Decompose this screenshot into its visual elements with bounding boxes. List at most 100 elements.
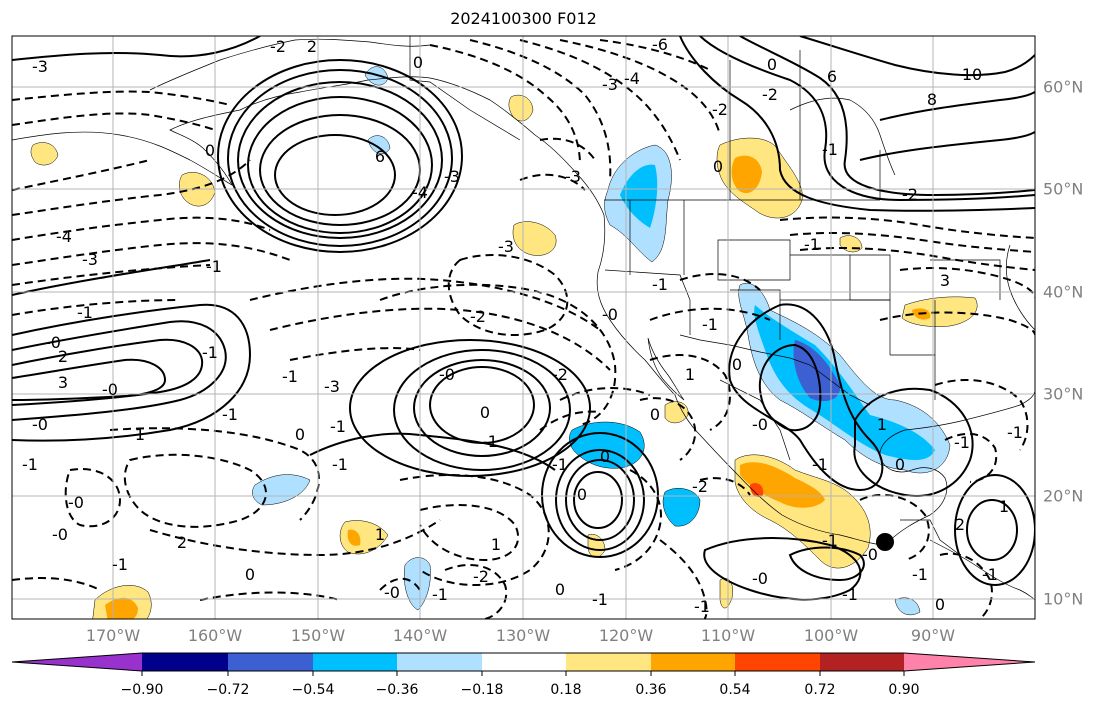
coastline-east-us <box>1005 244 1035 331</box>
dashed-contour-30 <box>659 539 708 619</box>
border-state-7 <box>604 269 691 335</box>
contour-alaska-5 <box>227 69 453 247</box>
contour-east-low-2 <box>954 474 1035 586</box>
dashed-contour-21 <box>109 427 320 521</box>
dashed-contour-lines <box>12 39 1035 619</box>
contour-mexico-low-3 <box>555 449 645 551</box>
contour-alaska-3 <box>247 96 433 234</box>
contour-label: 2 <box>58 347 68 366</box>
contour-label: -1 <box>592 590 608 609</box>
contour-label: -3 <box>324 377 340 396</box>
contour-label: -1 <box>206 257 222 276</box>
colorbar-segment-1 <box>142 653 228 671</box>
coastlines-and-borders <box>12 36 1035 601</box>
contour-misc-3 <box>12 259 211 296</box>
border-alaska-canada <box>409 36 521 141</box>
contour-label: -1 <box>330 417 346 436</box>
anomaly-region-blue-small-5 <box>367 135 391 155</box>
contour-label: -0 <box>102 380 118 399</box>
contour-alaska-6 <box>217 59 463 253</box>
colorbar-tick-label: −0.54 <box>291 682 335 698</box>
contour-label: -1 <box>982 565 998 584</box>
contour-label: 0 <box>555 580 565 599</box>
latitude-label-50n: 50°N <box>1043 179 1084 199</box>
contour-label: -2 <box>473 567 489 586</box>
colorbar-tick-label: −0.90 <box>120 682 164 698</box>
dashed-contour-34 <box>799 247 1035 271</box>
border-us-mexico <box>679 334 871 406</box>
contour-label: -2 <box>270 37 286 56</box>
anomaly-region-blue-small-6 <box>894 597 921 616</box>
contour-label: -2 <box>692 477 708 496</box>
contour-label: 0 <box>895 455 905 474</box>
contour-texas-3 <box>703 537 862 601</box>
border-state-6 <box>780 299 891 355</box>
dashed-contour-7 <box>429 44 581 166</box>
contour-west-jet-2 <box>12 338 204 406</box>
border-central-america <box>900 519 961 556</box>
longitude-label-150w: 150°W <box>290 626 346 645</box>
contour-pacific-2 <box>413 359 551 457</box>
colorbar-tick-label: −0.36 <box>375 682 419 698</box>
contour-label: 1 <box>877 415 887 434</box>
dashed-contour-23 <box>399 474 550 586</box>
contour-label: -3 <box>602 75 618 94</box>
contour-label: -1 <box>822 531 838 550</box>
dashed-contour-29 <box>614 469 662 571</box>
contour-label: 0 <box>413 53 423 72</box>
dashed-contour-16 <box>289 347 421 361</box>
dashed-contour-33 <box>789 231 1035 253</box>
contour-label: -1 <box>954 433 970 452</box>
dashed-contour-36 <box>879 311 1035 336</box>
contour-label: -1 <box>552 455 568 474</box>
colorbar-segment-5 <box>482 653 566 671</box>
contour-west-jet-4 <box>12 303 252 442</box>
contour-label: -1 <box>332 455 348 474</box>
contour-alaska-1 <box>274 134 396 216</box>
contour-label: 10 <box>962 65 982 84</box>
contour-mexico-low-4 <box>541 432 659 558</box>
colorbar-tick-label: 0.18 <box>550 682 582 698</box>
contour-label: -1 <box>812 455 828 474</box>
anomaly-region-yellow-1 <box>339 520 389 555</box>
contour-mexico-low-2 <box>565 459 635 541</box>
dashed-contour-44 <box>539 137 596 161</box>
dashed-contour-20 <box>123 453 267 528</box>
dashed-contour-11 <box>599 39 711 71</box>
anomaly-region-orange-canada <box>731 155 762 194</box>
contour-label: -1 <box>822 140 838 159</box>
anomaly-region-yellow-4 <box>30 142 59 166</box>
colorbar-tick-label: 0.90 <box>888 682 920 698</box>
contour-label: 3 <box>940 271 950 290</box>
contour-label: -1 <box>652 275 668 294</box>
storm-position-marker[interactable] <box>876 533 894 551</box>
dashed-contour-27 <box>639 397 697 461</box>
latitude-label-30n: 30°N <box>1043 384 1084 404</box>
contour-texas-4 <box>788 546 865 582</box>
contour-label: 2 <box>955 515 965 534</box>
dashed-contour-35 <box>899 267 1035 299</box>
colorbar-segment-8 <box>735 653 820 671</box>
map-title: 2024100300 F012 <box>450 9 597 28</box>
longitude-label-130w: 130°W <box>495 626 551 645</box>
contour-label: 0 <box>577 485 587 504</box>
border-state-10 <box>930 259 1001 300</box>
longitude-label-170w: 170°W <box>85 626 141 645</box>
dashed-contour-1 <box>12 216 271 241</box>
contour-label: 6 <box>375 147 385 166</box>
colorbar-tick-label: 0.36 <box>635 682 667 698</box>
dashed-contour-43 <box>519 173 586 191</box>
dashed-contour-37 <box>944 432 998 483</box>
dashed-contour-15 <box>269 307 611 371</box>
contour-label: -1 <box>202 343 218 362</box>
contour-label: -4 <box>412 183 428 202</box>
coastline-alaska-north <box>149 38 431 91</box>
map-frame <box>11 35 1036 620</box>
contour-label: -2 <box>712 100 728 119</box>
dashed-contour-3 <box>12 159 251 216</box>
longitude-label-90w: 90°W <box>910 626 956 645</box>
contour-label: -0 <box>384 583 400 602</box>
contour-label: 0 <box>713 157 723 176</box>
colorbar-extend-left <box>12 653 142 671</box>
